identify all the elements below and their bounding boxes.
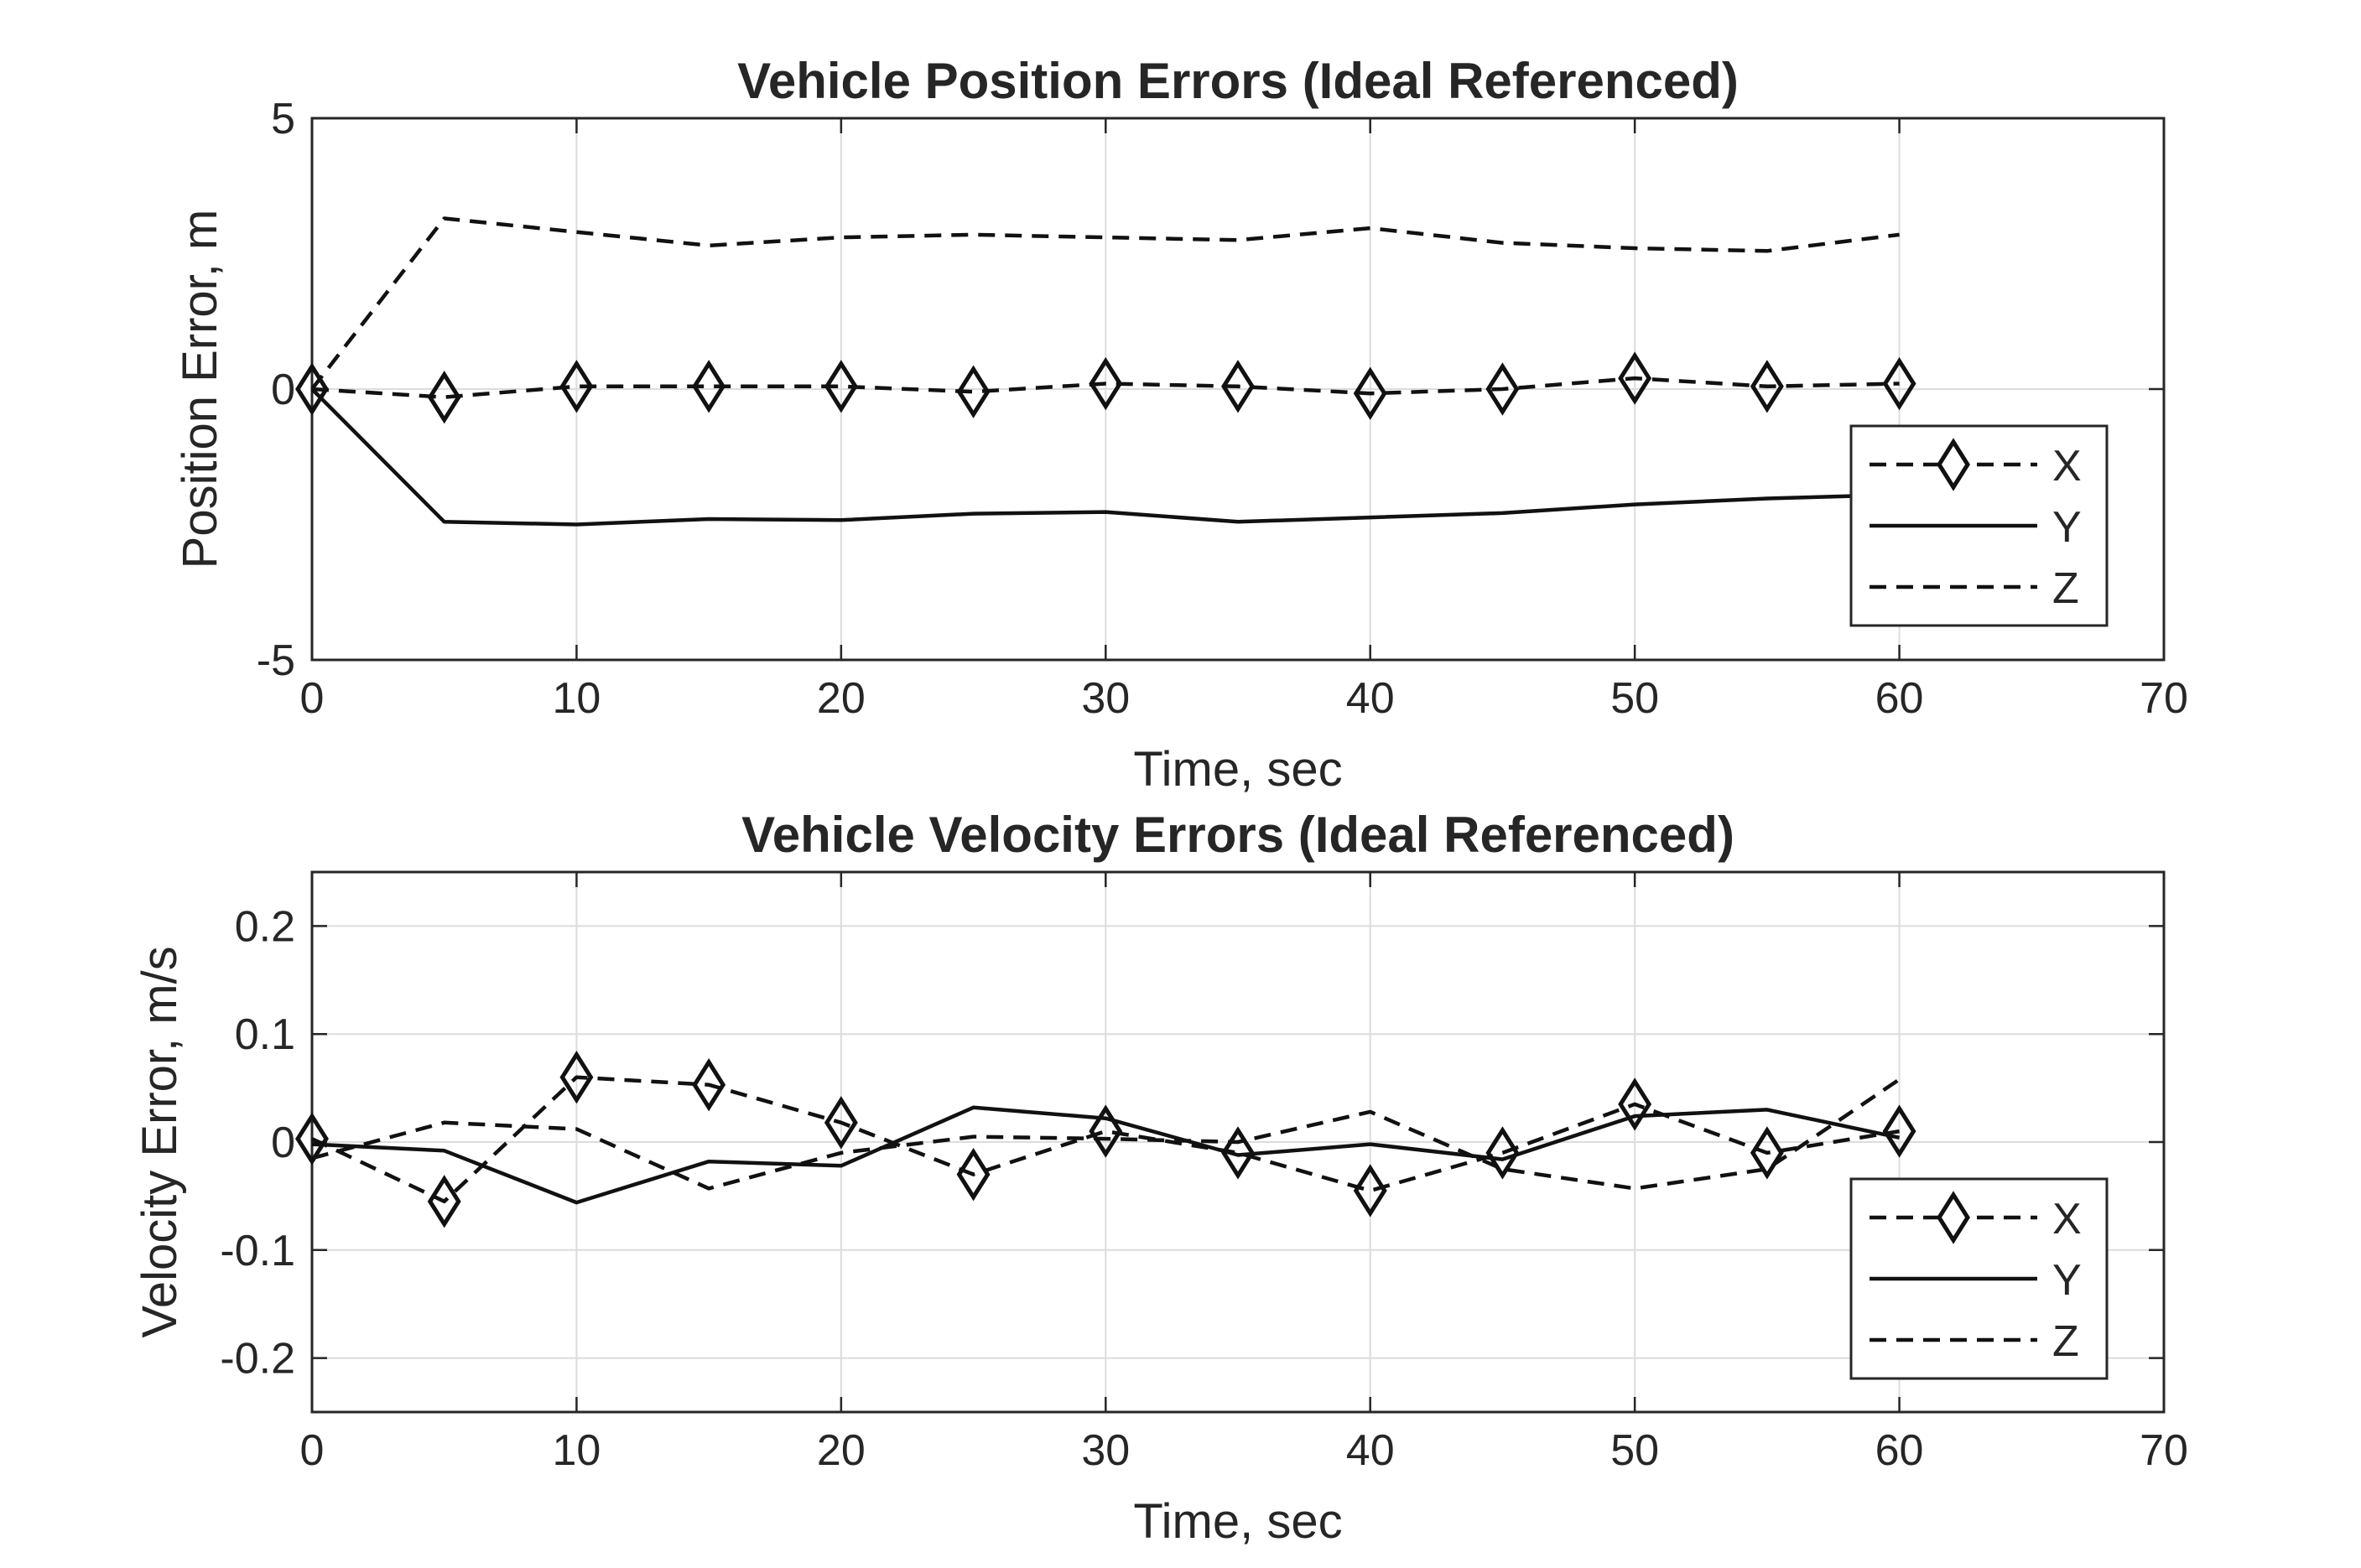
data-point-x <box>956 365 991 418</box>
x-tick-label: 60 <box>1875 1426 1924 1475</box>
data-point-x <box>1485 1126 1520 1180</box>
data-point-x <box>1618 351 1652 405</box>
x-tick-label: 50 <box>1610 1426 1659 1475</box>
x-tick-label: 30 <box>1081 674 1130 723</box>
y-tick-label: 0 <box>271 366 295 414</box>
x-tick-label: 0 <box>300 1426 325 1475</box>
y-axis-label: Velocity Error, m/s <box>133 946 187 1337</box>
x-tick-label: 20 <box>817 674 866 723</box>
data-point-x <box>1750 360 1784 413</box>
data-point-x <box>1485 362 1520 416</box>
series-line-y <box>311 1105 1901 1205</box>
series-line-y <box>310 387 1900 527</box>
data-point-x <box>559 360 594 413</box>
series-line-x <box>311 376 1900 399</box>
axes-box <box>310 870 2166 1414</box>
data-point-x <box>1353 366 1387 420</box>
chart-title: Vehicle Velocity Errors (Ideal Reference… <box>741 807 1734 863</box>
data-point-x <box>692 360 726 413</box>
legend-label-x: X <box>2052 1195 2082 1243</box>
legend-label-y: Y <box>2052 1256 2082 1305</box>
y-tick-label: -0.2 <box>220 1335 295 1384</box>
x-tick-label: 10 <box>553 1426 601 1475</box>
chart-title: Vehicle Position Errors (Ideal Reference… <box>737 53 1739 109</box>
x-tick-label: 20 <box>817 1426 866 1475</box>
x-tick-label: 70 <box>2140 1426 2188 1475</box>
x-tick-label: 10 <box>553 674 601 723</box>
x-tick-label: 0 <box>300 674 325 723</box>
data-point-x <box>824 360 858 413</box>
series-line-z <box>311 1077 1901 1191</box>
y-tick-label: 5 <box>271 95 295 143</box>
data-point-x <box>295 362 329 416</box>
x-tick-label: 70 <box>2140 674 2188 723</box>
data-point-x <box>1882 356 1916 411</box>
data-point-x <box>1089 1104 1123 1158</box>
x-tick-label: 50 <box>1610 674 1659 723</box>
data-point-x <box>1089 356 1123 411</box>
y-tick-label: 0 <box>271 1119 295 1167</box>
legend-label-z: Z <box>2052 564 2079 613</box>
x-tick-label: 30 <box>1081 1426 1130 1475</box>
data-point-x <box>427 370 461 424</box>
data-point-x <box>1882 1104 1916 1158</box>
data-point-x <box>956 1147 991 1202</box>
x-tick-label: 40 <box>1346 674 1395 723</box>
y-tick-label: -0.1 <box>220 1227 295 1275</box>
legend-label-y: Y <box>2052 503 2082 552</box>
legend-marker-x <box>1937 1191 1970 1244</box>
x-tick-label: 40 <box>1346 1426 1395 1475</box>
x-axis-label: Time, sec <box>1133 1494 1342 1549</box>
y-tick-label: 0.1 <box>235 1010 295 1059</box>
series-line-z <box>310 216 1900 391</box>
y-tick-label: 0.2 <box>235 902 295 951</box>
data-point-x <box>1221 360 1255 413</box>
data-point-x <box>1618 1077 1652 1131</box>
legend-marker-x <box>1937 438 1970 491</box>
data-point-x <box>427 1175 461 1228</box>
data-point-x <box>1221 1126 1255 1180</box>
series-line-x <box>311 1075 1900 1204</box>
legend: XYZ <box>1849 424 2109 627</box>
data-point-x <box>295 1112 329 1166</box>
y-axis-label: Position Error, m <box>173 210 227 569</box>
data-point-x <box>692 1058 726 1112</box>
x-axis-label: Time, sec <box>1133 742 1342 797</box>
y-tick-label: -5 <box>257 636 295 685</box>
data-point-x <box>1353 1164 1387 1218</box>
x-tick-label: 60 <box>1875 674 1924 723</box>
chart-panel-2: 0 10 20 30 40 50 60 70 -0.2 -0.1 0 0.1 0.2 Vehicle Ve… <box>133 807 2188 1549</box>
data-point-x <box>1750 1126 1784 1180</box>
legend-label-x: X <box>2052 442 2082 491</box>
legend-label-z: Z <box>2052 1317 2079 1366</box>
data-point-x <box>824 1096 858 1150</box>
legend: XYZ <box>1849 1177 2109 1380</box>
data-point-x <box>559 1051 594 1104</box>
